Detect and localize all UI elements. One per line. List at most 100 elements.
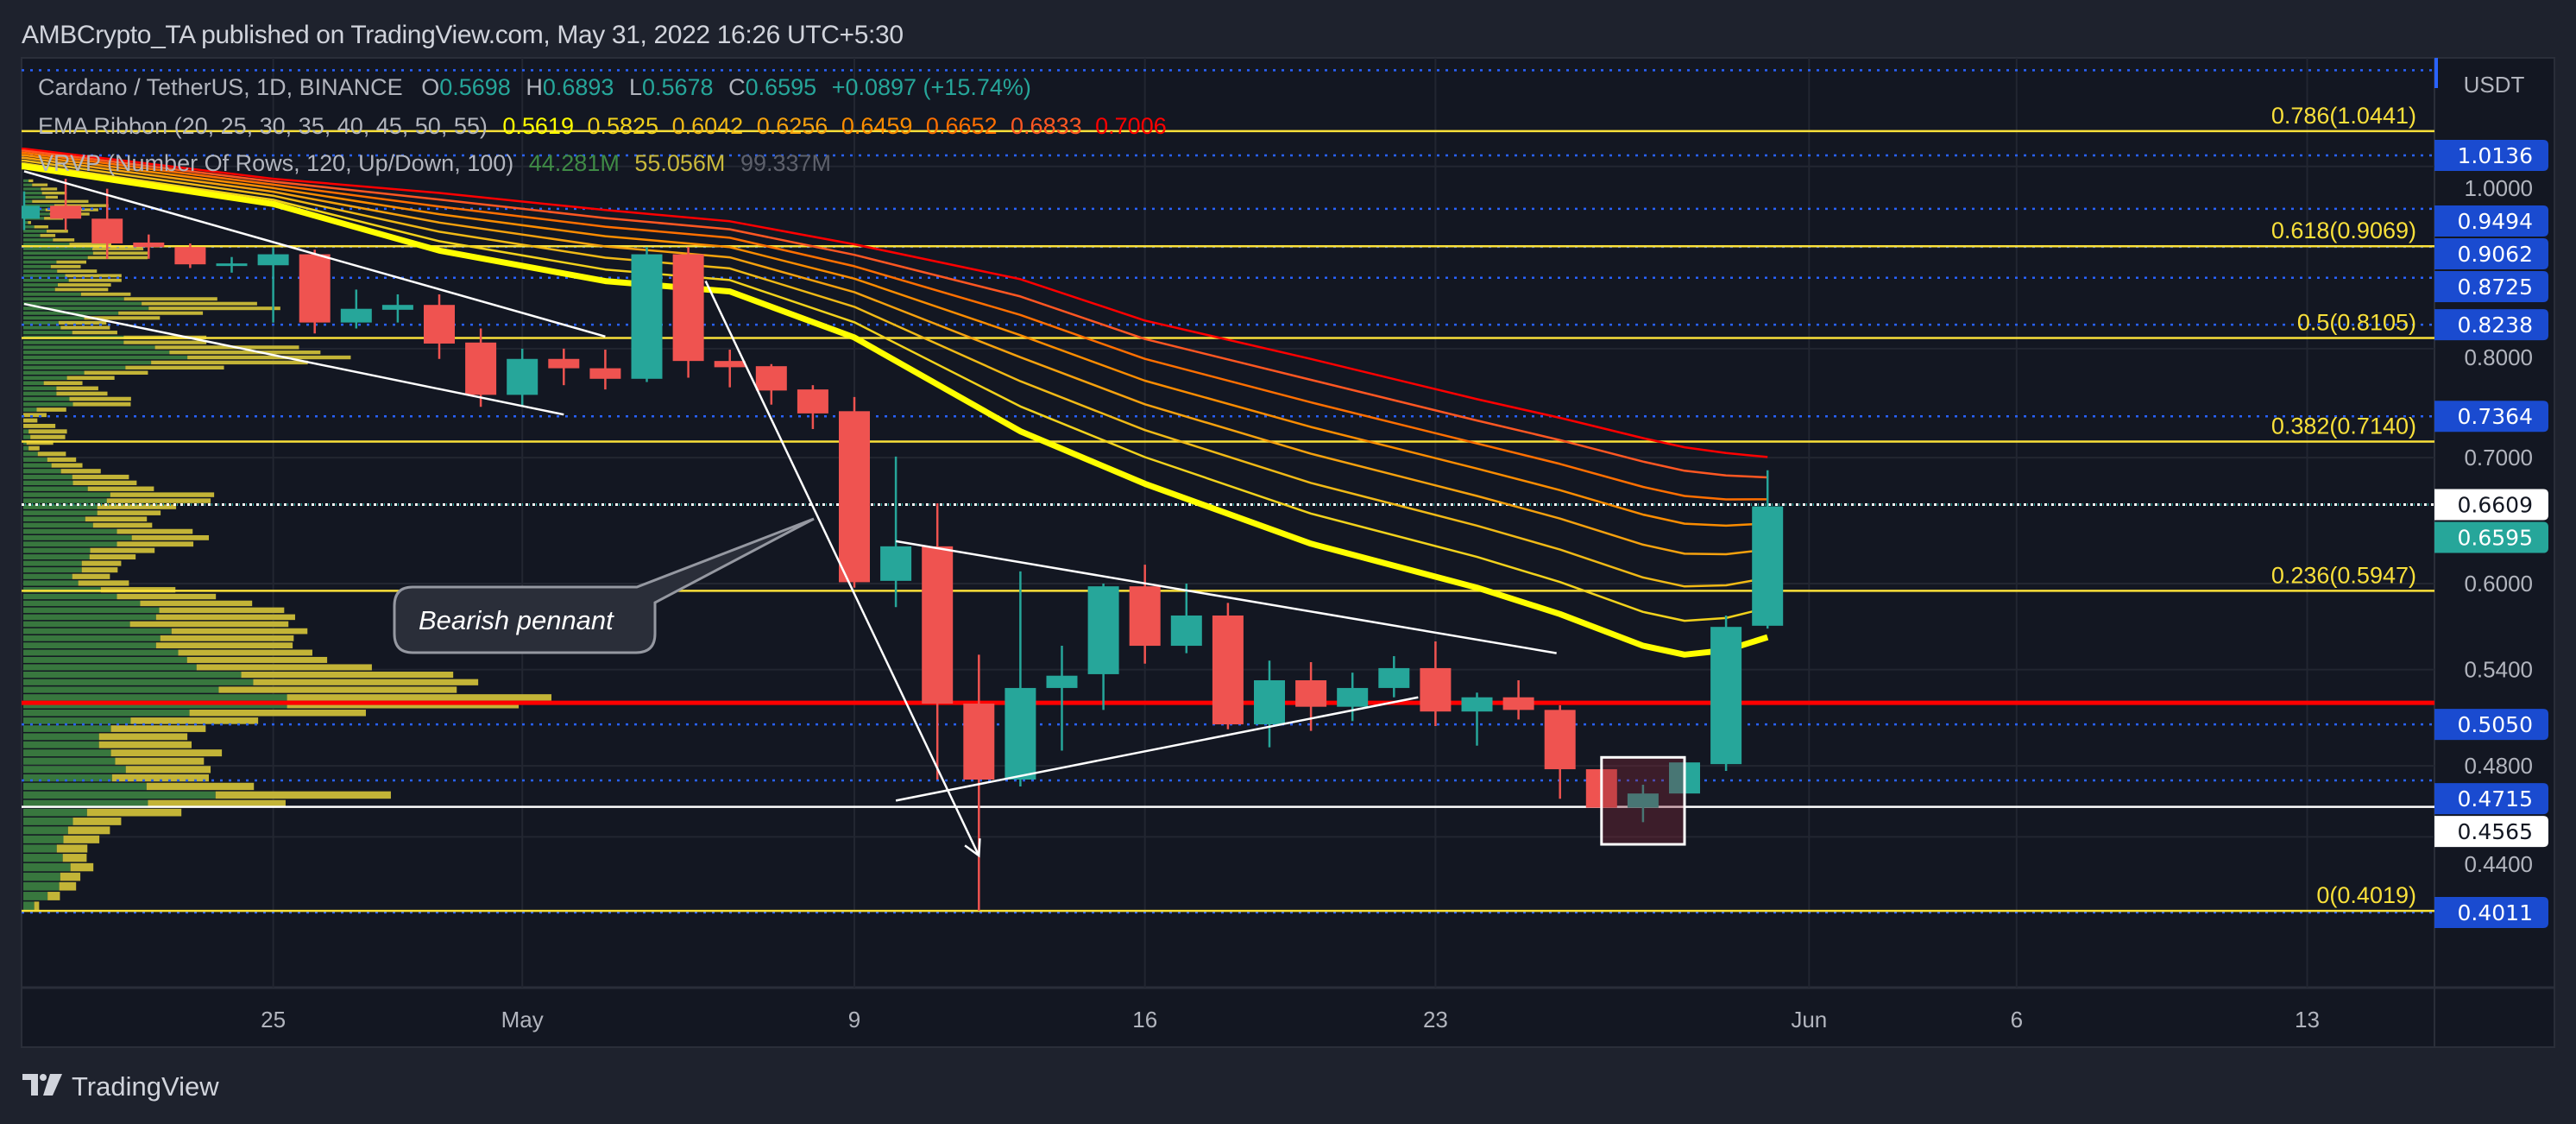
bearish-pennant-callout[interactable]: Bearish pennant	[393, 517, 815, 654]
price-tick-label: 0.4800	[2464, 753, 2533, 779]
volume-profile-down-bar	[53, 238, 75, 242]
candle-bearish[interactable]	[548, 348, 580, 386]
candle-bearish[interactable]	[424, 294, 455, 359]
legend[interactable]: Cardano / TetherUS, 1D, BINANCE O0.5698 …	[38, 74, 1167, 176]
volume-profile-up-bar	[23, 192, 42, 195]
candle-bearish[interactable]	[174, 243, 206, 268]
candle-bullish[interactable]	[1337, 673, 1369, 722]
volume-profile-up-bar	[23, 331, 72, 335]
tradingview-logo-text: TradingView	[72, 1071, 219, 1102]
candle-bullish[interactable]	[507, 348, 539, 407]
volume-profile-down-bar	[45, 195, 58, 199]
price-label[interactable]: 0.6609	[2434, 489, 2548, 521]
volume-profile-up-bar	[23, 702, 287, 709]
candle-bearish[interactable]	[1129, 565, 1161, 664]
price-label[interactable]: 0.9062	[2434, 237, 2548, 269]
candle-bearish[interactable]	[1544, 704, 1576, 799]
price-label[interactable]: 0.4715	[2434, 783, 2548, 815]
volume-profile-down-bar	[155, 642, 293, 649]
volume-profile-up-bar	[23, 808, 87, 817]
candle-bearish[interactable]	[299, 249, 331, 334]
candle-body	[1710, 627, 1742, 765]
candle-bearish[interactable]	[1212, 603, 1244, 729]
volume-profile-down-bar	[28, 429, 67, 434]
time-axis[interactable]	[22, 988, 2434, 1047]
price-label[interactable]: 0.4565	[2434, 816, 2548, 848]
candle-bearish[interactable]	[133, 234, 165, 259]
volume-profile-down-bar	[151, 360, 308, 365]
trendline[interactable]	[895, 696, 1419, 802]
candle-bullish[interactable]	[1627, 785, 1659, 823]
price-label[interactable]: 0.4011	[2434, 896, 2548, 928]
candle-bullish[interactable]	[1378, 656, 1410, 698]
candle-bearish[interactable]	[672, 247, 704, 378]
candle-bearish[interactable]	[465, 328, 497, 407]
candle-bullish[interactable]	[381, 294, 413, 323]
volume-profile-down-bar	[28, 221, 31, 224]
trendline[interactable]	[23, 302, 564, 416]
volume-profile-up-bar	[23, 306, 149, 311]
volume-profile-up-bar	[23, 614, 156, 621]
candle-bearish[interactable]	[839, 396, 870, 588]
candle-bearish[interactable]	[1420, 641, 1452, 726]
candle-bullish[interactable]	[1461, 692, 1493, 746]
candle-bullish[interactable]	[216, 256, 248, 273]
volume-profile-down-bar	[57, 269, 98, 273]
candle-bullish[interactable]	[631, 247, 663, 382]
volume-profile-down-bar	[50, 264, 81, 268]
candle-bullish[interactable]	[1710, 615, 1742, 772]
candle-bullish[interactable]	[1170, 584, 1202, 654]
volume-profile-up-bar	[23, 547, 91, 553]
volume-profile-up-bar	[23, 381, 44, 386]
candle-bullish[interactable]	[1752, 470, 1784, 629]
plot-area[interactable]	[22, 58, 2434, 988]
price-label[interactable]: 0.8725	[2434, 270, 2548, 302]
candle-bearish[interactable]	[922, 502, 954, 780]
volume-profile-down-bar	[131, 534, 210, 540]
legend-ema-row[interactable]: EMA Ribbon (20, 25, 30, 35, 40, 45, 50, …	[38, 113, 1167, 139]
volume-profile-up-bar	[23, 278, 69, 282]
price-label[interactable]: 1.0136	[2434, 139, 2548, 171]
volume-profile-down-bar	[34, 225, 48, 229]
candle-bullish[interactable]	[257, 248, 289, 323]
highlight-box[interactable]	[1600, 755, 1686, 846]
volume-profile-up-bar	[23, 892, 48, 900]
legend-symbol-row[interactable]: Cardano / TetherUS, 1D, BINANCE O0.5698 …	[38, 74, 1031, 100]
legend-vrvp-row[interactable]: VRVP (Number Of Rows, 120, Up/Down, 100)…	[38, 150, 831, 176]
tradingview-logo[interactable]: TradingView	[22, 1071, 219, 1102]
candle-bearish[interactable]	[50, 179, 82, 230]
price-label[interactable]: 0.5050	[2434, 709, 2548, 741]
price-label[interactable]: 0.6595	[2434, 521, 2548, 553]
candle-bullish[interactable]	[880, 456, 912, 608]
candle-body	[1502, 697, 1534, 710]
candle-bearish[interactable]	[797, 385, 828, 429]
price-label[interactable]: 0.8238	[2434, 309, 2548, 341]
candle-bullish[interactable]	[1254, 660, 1285, 748]
candle-bearish[interactable]	[589, 350, 621, 390]
volume-profile-down-bar	[72, 474, 129, 480]
candle-bearish[interactable]	[963, 654, 995, 911]
arrow-line[interactable]	[704, 281, 980, 856]
candle-bullish[interactable]	[1087, 584, 1119, 710]
tradingview-logo-icon	[22, 1074, 62, 1096]
candle-bearish[interactable]	[714, 350, 746, 388]
volume-profile-up-bar	[23, 345, 155, 350]
volume-profile-down-bar	[70, 862, 94, 872]
volume-profile-down-bar	[66, 376, 115, 380]
candle-body	[1046, 675, 1078, 688]
candle-bearish[interactable]	[91, 188, 123, 259]
candle-bearish[interactable]	[1502, 680, 1534, 720]
candle-bearish[interactable]	[755, 363, 787, 405]
candle-bullish[interactable]	[1046, 646, 1078, 751]
grid	[22, 58, 2434, 988]
ohlc-low-value: 0.5678	[642, 74, 714, 100]
price-label-text: 0.9494	[2458, 209, 2533, 234]
candle-bullish[interactable]	[9, 191, 40, 230]
price-label[interactable]: 0.7364	[2434, 401, 2548, 433]
candle-bullish[interactable]	[340, 289, 372, 329]
trendline[interactable]	[895, 540, 1557, 654]
trendline[interactable]	[23, 170, 606, 338]
candle-bullish[interactable]	[1005, 571, 1036, 787]
price-label[interactable]: 0.9494	[2434, 205, 2548, 237]
